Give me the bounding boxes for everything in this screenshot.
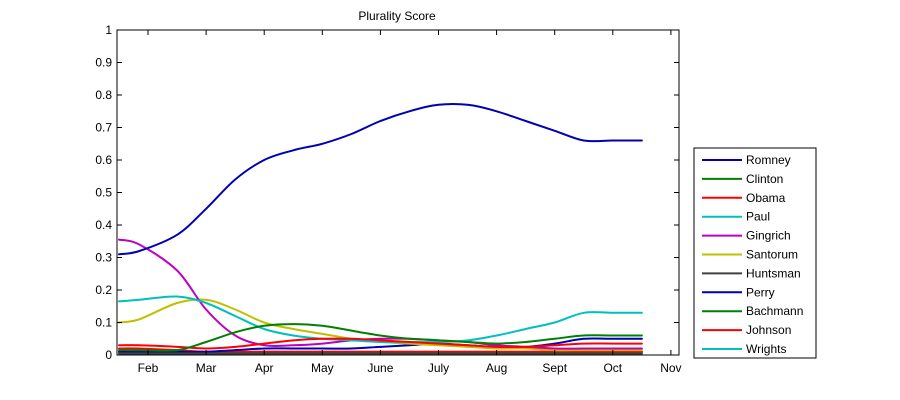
x-tick-label: Oct: [603, 361, 622, 375]
y-tick-label: 0.6: [95, 153, 112, 167]
legend-label-johnson: Johnson: [746, 323, 791, 337]
y-tick-label: 0.3: [95, 251, 112, 265]
x-tick-label: Apr: [255, 361, 274, 375]
series-line-gingrich: [118, 238, 643, 350]
legend-label-wrights: Wrights: [746, 342, 786, 356]
legend-label-obama: Obama: [746, 191, 786, 205]
plot-area: [116, 29, 680, 356]
plot-background: [117, 30, 679, 355]
legend-label-santorum: Santorum: [746, 248, 798, 262]
legend-label-paul: Paul: [746, 210, 770, 224]
x-tick-label: June: [367, 361, 393, 375]
x-tick-label: Aug: [486, 361, 507, 375]
y-tick-label: 0.8: [95, 88, 112, 102]
x-tick-label: Mar: [196, 361, 217, 375]
axes: 0 0.1 0.2 0.3 0.4 0.5 0.6 0.7 0.8 0.9 1 Feb Mar Apr Ma…: [95, 23, 681, 375]
legend-items: Romney Clinton Obama Paul Gingrich Santorum Hu…: [702, 153, 803, 356]
series-line-paul: [118, 295, 643, 344]
x-tick-label: July: [428, 361, 449, 375]
y-tick-label: 0.1: [95, 316, 112, 330]
legend-label-huntsman: Huntsman: [746, 266, 801, 280]
y-tick-label: 0.5: [95, 186, 112, 200]
y-tick-label: 0.4: [95, 218, 112, 232]
legend-label-clinton: Clinton: [746, 172, 783, 186]
y-tick-label: 0.2: [95, 283, 112, 297]
x-tick-label: Sept: [542, 361, 567, 375]
chart-title: Plurality Score: [358, 9, 436, 23]
x-tick-label: Feb: [138, 361, 159, 375]
x-tick-label: Nov: [660, 361, 681, 375]
y-tick-label: 0: [105, 348, 112, 362]
legend: Romney Clinton Obama Paul Gingrich Santorum Hu…: [693, 147, 817, 359]
y-tick-label: 0.7: [95, 121, 112, 135]
legend-label-gingrich: Gingrich: [746, 229, 791, 243]
series-line-romney: [118, 102, 643, 256]
series-line-obama: [118, 337, 643, 350]
legend-label-bachmann: Bachmann: [746, 304, 803, 318]
y-tick-label: 0.9: [95, 56, 112, 70]
y-tick-label: 1: [105, 23, 112, 37]
legend-label-romney: Romney: [746, 153, 791, 167]
series-line-clinton: [118, 323, 643, 352]
legend-box: [693, 147, 817, 359]
x-tick-label: May: [311, 361, 334, 375]
legend-label-perry: Perry: [746, 285, 775, 299]
